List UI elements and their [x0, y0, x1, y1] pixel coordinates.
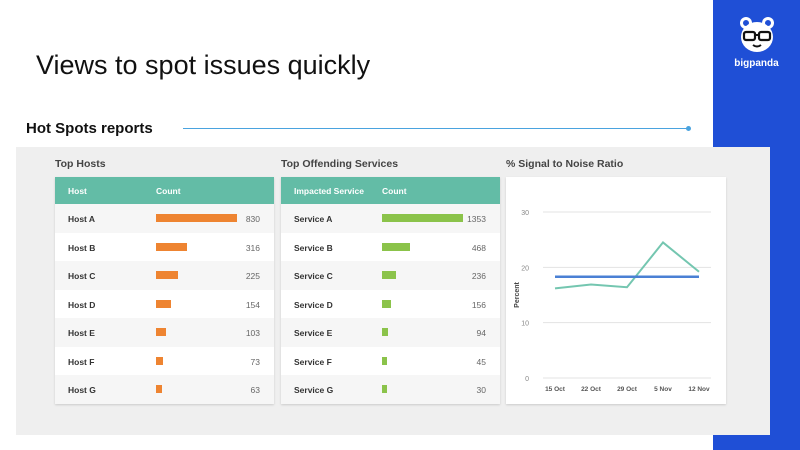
- row-count: 63: [250, 385, 260, 395]
- count-bar: [156, 271, 178, 279]
- table-row[interactable]: Host D 154: [55, 290, 274, 319]
- signal-noise-chart: 0 10 20 30 15 Oct 22 Oct 29 Oct 5 Nov 12 Nov Perc…: [514, 210, 711, 393]
- count-bar: [382, 242, 411, 251]
- table-row[interactable]: Service E 94: [281, 318, 500, 347]
- count-bar: [156, 214, 237, 222]
- count-bar: [156, 328, 167, 336]
- table-row[interactable]: Host G 63: [55, 375, 274, 404]
- table-header: Impacted Service Count: [281, 177, 500, 204]
- count-bar: [382, 328, 388, 336]
- table-row[interactable]: Host A 830: [55, 204, 274, 233]
- top-hosts-title: Top Hosts: [55, 158, 106, 170]
- y-tick-label: 20: [521, 265, 529, 272]
- row-name: Service G: [294, 385, 334, 395]
- row-name: Host F: [68, 356, 95, 367]
- top-services-title: Top Offending Services: [281, 158, 399, 170]
- y-axis-label: Percent: [514, 281, 521, 307]
- row-count: 45: [476, 356, 486, 367]
- slide-title: Views to spot issues quickly: [36, 50, 371, 80]
- x-tick-label: 12 Nov: [688, 386, 710, 393]
- panda-glasses-icon: [740, 17, 774, 52]
- table-row[interactable]: Service A 1353: [281, 204, 500, 233]
- y-tick-label: 0: [525, 376, 529, 383]
- row-name: Host B: [68, 242, 96, 253]
- table-row[interactable]: Service C 236: [281, 261, 500, 290]
- column-header-service[interactable]: Impacted Service: [294, 186, 364, 196]
- row-count: 30: [476, 385, 486, 395]
- top-hosts-table: Host Count Host A 830 Host B 316 Host C 225 Ho…: [55, 177, 274, 404]
- x-tick-label: 22 Oct: [581, 386, 602, 393]
- row-name: Service C: [294, 271, 333, 281]
- count-bar: [382, 356, 387, 365]
- column-header-host[interactable]: Host: [68, 186, 87, 196]
- row-name: Host C: [68, 271, 96, 281]
- count-bar: [382, 271, 397, 279]
- section-heading: Hot Spots reports: [26, 120, 153, 137]
- table-header: Host Count: [55, 177, 274, 204]
- row-name: Service F: [294, 356, 332, 367]
- row-count: 94: [476, 328, 486, 338]
- count-bar: [156, 356, 164, 365]
- table-row[interactable]: Host C 225: [55, 261, 274, 290]
- top-services-table: Impacted Service Count Service A 1353 Serv…: [281, 177, 500, 404]
- row-count: 154: [245, 299, 260, 310]
- count-bar: [382, 214, 463, 222]
- section-divider-dot: [686, 126, 691, 131]
- row-count: 1353: [467, 214, 486, 224]
- row-name: Host A: [68, 214, 96, 224]
- count-bar: [382, 385, 387, 393]
- column-header-count[interactable]: Count: [156, 186, 181, 196]
- column-header-count[interactable]: Count: [382, 186, 407, 196]
- signal-noise-title: % Signal to Noise Ratio: [506, 158, 624, 170]
- count-bar: [382, 299, 392, 308]
- row-name: Host G: [68, 385, 96, 395]
- row-name: Host D: [68, 299, 96, 310]
- row-count: 830: [245, 214, 260, 224]
- row-count: 73: [250, 356, 260, 367]
- table-row[interactable]: Host B 316: [55, 233, 274, 262]
- row-count: 316: [245, 242, 260, 253]
- row-name: Service B: [294, 242, 333, 253]
- row-count: 225: [245, 271, 260, 281]
- brand-name: bigpanda: [734, 58, 779, 69]
- x-tick-label: 29 Oct: [617, 386, 638, 393]
- row-count: 156: [471, 299, 486, 310]
- y-tick-label: 30: [521, 210, 529, 217]
- signal-noise-chart-card: 0 10 20 30 15 Oct 22 Oct 29 Oct 5 Nov 12 Nov Perc…: [506, 177, 726, 404]
- table-row[interactable]: Service F 45: [281, 347, 500, 376]
- count-bar: [156, 242, 187, 251]
- y-tick-label: 10: [521, 321, 529, 328]
- section-divider: [183, 128, 688, 129]
- x-tick-label: 5 Nov: [654, 386, 672, 393]
- table-row[interactable]: Host E 103: [55, 318, 274, 347]
- row-count: 236: [471, 271, 486, 281]
- table-row[interactable]: Host F 73: [55, 347, 274, 376]
- row-name: Service E: [294, 328, 333, 338]
- series-line: [554, 241, 700, 290]
- row-count: 103: [245, 328, 260, 338]
- table-row[interactable]: Service G 30: [281, 375, 500, 404]
- table-row[interactable]: Service B 468: [281, 233, 500, 262]
- row-name: Service D: [294, 299, 333, 310]
- x-tick-label: 15 Oct: [545, 386, 566, 393]
- table-row[interactable]: Service D 156: [281, 290, 500, 319]
- row-name: Host E: [68, 328, 95, 338]
- row-count: 468: [471, 242, 486, 253]
- count-bar: [156, 385, 163, 393]
- row-name: Service A: [294, 214, 333, 224]
- count-bar: [156, 299, 172, 308]
